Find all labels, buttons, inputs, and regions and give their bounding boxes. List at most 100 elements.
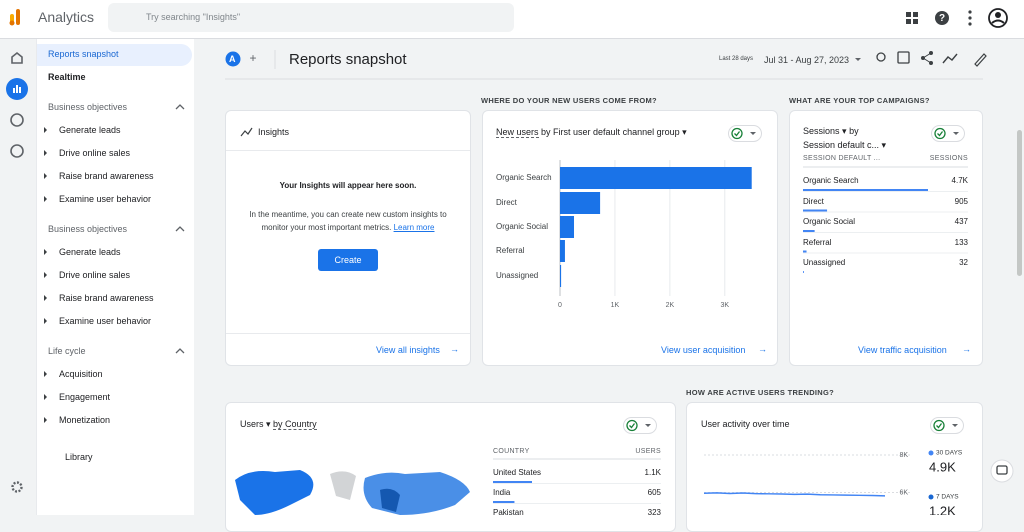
row-value: 905 xyxy=(954,196,968,206)
date-label: Last 28 days xyxy=(719,56,754,62)
row-label: Organic Search xyxy=(803,176,859,185)
row-label: Referral xyxy=(803,237,832,247)
nav-item[interactable]: Reports snapshot xyxy=(48,49,119,59)
nav-item[interactable]: Drive online sales xyxy=(59,270,131,280)
column-header: SESSION DEFAULT ... xyxy=(803,155,881,162)
dimension-label: Session default c... xyxy=(803,140,880,150)
card-title: User activity over time xyxy=(701,419,790,429)
app-name: Analytics xyxy=(38,9,95,25)
footer-link[interactable]: View traffic acquisition xyxy=(858,345,947,355)
page-title: Reports snapshot xyxy=(289,51,407,68)
arrow-icon: → xyxy=(450,344,459,354)
settings-icon xyxy=(11,481,23,493)
insights-card xyxy=(225,110,471,366)
nav-item[interactable]: Examine user behavior xyxy=(59,316,152,326)
add-icon: + xyxy=(249,51,256,65)
card-header: New users by First user default channel … xyxy=(496,127,687,138)
column-header: USERS xyxy=(635,448,661,455)
section-title: HOW ARE ACTIVE USERS TRENDING? xyxy=(686,388,835,397)
compare-control[interactable] xyxy=(728,125,762,142)
nav-item[interactable]: Generate leads xyxy=(59,247,121,257)
nav-active-bg xyxy=(37,44,192,66)
arrow-icon: → xyxy=(962,344,971,354)
dimension-label: by Country xyxy=(273,419,317,430)
compare-control[interactable] xyxy=(931,125,965,142)
insights-body: In the meantime, you can create new cust… xyxy=(238,208,458,234)
edit-icon xyxy=(974,53,987,67)
row-value: 1.1K xyxy=(644,468,661,477)
compare-control[interactable] xyxy=(930,417,964,434)
row-label: United States xyxy=(493,468,542,477)
reports-glyph xyxy=(13,85,21,93)
new-users-card xyxy=(482,110,778,366)
row-label: India xyxy=(493,488,511,497)
dropdown-icon xyxy=(855,58,861,61)
nav-item[interactable]: Realtime xyxy=(48,72,86,82)
dimension-label: by First user default channel group xyxy=(541,127,680,137)
nav-item[interactable]: Examine user behavior xyxy=(59,194,152,204)
nav-item[interactable]: Raise brand awareness xyxy=(59,293,154,303)
learn-more-link[interactable]: Learn more xyxy=(393,223,435,232)
metric-select[interactable]: New users xyxy=(496,127,539,138)
nav-item[interactable]: Monetization xyxy=(59,415,111,425)
share-icon xyxy=(921,51,933,65)
insights-heading: Your Insights will appear here soon. xyxy=(279,181,417,190)
date-range[interactable]: Jul 31 - Aug 27, 2023 xyxy=(764,55,850,65)
nav-library[interactable]: Library xyxy=(65,452,93,462)
nav-item[interactable]: Drive online sales xyxy=(59,148,131,158)
insight-icon xyxy=(876,52,886,62)
row-value: 605 xyxy=(647,488,661,497)
feedback-button xyxy=(990,459,1014,483)
row-value: 437 xyxy=(954,217,968,226)
row-label: Direct xyxy=(803,196,824,206)
row-value: 4.7K xyxy=(951,176,968,185)
nav-item[interactable]: Generate leads xyxy=(59,125,121,135)
advertising-icon xyxy=(10,144,24,158)
row-value: 323 xyxy=(647,508,661,517)
explore-icon xyxy=(10,113,24,127)
nav-section-title[interactable]: Life cycle xyxy=(48,346,86,356)
column-header: SESSIONS xyxy=(929,155,968,162)
nav-section-title[interactable]: Business objectives xyxy=(48,224,128,234)
section-title: WHERE DO YOUR NEW USERS COME FROM? xyxy=(481,96,657,105)
row-label: Organic Social xyxy=(803,217,856,226)
dimension-select[interactable]: Session default c... ▾ xyxy=(803,140,887,150)
insights-text: In the meantime, you can create new cust… xyxy=(249,210,447,232)
card-title: Insights xyxy=(258,127,290,137)
metric-select[interactable]: Sessions xyxy=(803,126,840,136)
card-divider xyxy=(226,150,470,151)
nav-panel xyxy=(36,39,194,515)
nav-item[interactable]: Engagement xyxy=(59,392,111,402)
section-title: WHAT ARE YOUR TOP CAMPAIGNS? xyxy=(789,96,930,105)
card-divider xyxy=(226,333,470,334)
row-label: Unassigned xyxy=(803,258,846,267)
row-value: 32 xyxy=(959,258,968,267)
share-icon xyxy=(922,52,932,64)
nav-section-title[interactable]: Business objectives xyxy=(48,102,128,112)
nav-item[interactable]: Raise brand awareness xyxy=(59,171,154,181)
compare-icon xyxy=(897,51,910,64)
search-placeholder: Try searching "Insights" xyxy=(146,12,241,22)
trend-icon xyxy=(942,53,958,64)
footer-link[interactable]: View user acquisition xyxy=(661,345,746,355)
avatar-letter: A xyxy=(229,54,236,64)
reports-icon xyxy=(6,78,28,100)
scrollbar xyxy=(1017,130,1022,276)
by-label: by xyxy=(849,126,859,136)
create-button[interactable]: Create xyxy=(318,249,378,271)
campaigns-card xyxy=(789,110,983,366)
metric-select[interactable]: Users xyxy=(240,419,264,429)
row-label: Pakistan xyxy=(493,508,524,517)
home-icon xyxy=(11,51,23,64)
compare-control[interactable] xyxy=(623,417,657,434)
card-header: Sessions ▾ by xyxy=(803,126,859,136)
row-value: 133 xyxy=(954,237,968,247)
search-box[interactable] xyxy=(108,3,514,32)
feedback-icon xyxy=(996,465,1008,475)
column-header: COUNTRY xyxy=(493,448,530,455)
card-header: Users ▾ by Country xyxy=(240,419,317,430)
nav-item[interactable]: Acquisition xyxy=(59,369,103,379)
arrow-icon: → xyxy=(758,344,767,354)
footer-link[interactable]: View all insights xyxy=(376,345,440,355)
